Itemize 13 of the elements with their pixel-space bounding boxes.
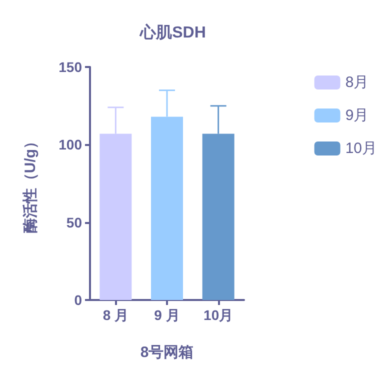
y-axis-title: 酶活性（U/g） [22, 134, 39, 234]
y-tick-label: 0 [74, 292, 82, 308]
x-tick-label: 10月 [204, 307, 234, 323]
legend-label: 10月 [345, 140, 378, 157]
x-tick-label: 8 月 [102, 307, 129, 323]
y-tick-label: 50 [66, 214, 82, 230]
x-tick-label: 9 月 [154, 307, 180, 323]
legend-label: 9月 [345, 107, 369, 124]
y-tick-label: 100 [58, 136, 82, 153]
legend-label: 8月 [345, 74, 369, 91]
y-tick-label: 150 [58, 59, 82, 75]
x-axis-title: 8号网箱 [140, 344, 194, 361]
chart-title: 心肌SDH [139, 22, 206, 42]
